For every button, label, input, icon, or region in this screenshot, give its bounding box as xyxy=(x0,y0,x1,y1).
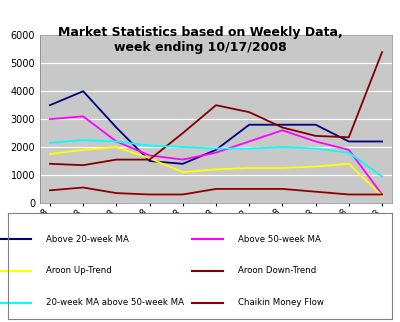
Text: Above 20-week MA: Above 20-week MA xyxy=(46,235,129,243)
Text: Aroon Down-Trend: Aroon Down-Trend xyxy=(238,267,317,275)
Text: 20-week MA above 50-week MA: 20-week MA above 50-week MA xyxy=(46,298,184,307)
Text: Market Statistics based on Weekly Data,
week ending 10/17/2008: Market Statistics based on Weekly Data, … xyxy=(58,26,342,54)
Text: Chaikin Money Flow: Chaikin Money Flow xyxy=(238,298,324,307)
Text: Above 50-week MA: Above 50-week MA xyxy=(238,235,321,243)
Text: Aroon Up-Trend: Aroon Up-Trend xyxy=(46,267,112,275)
